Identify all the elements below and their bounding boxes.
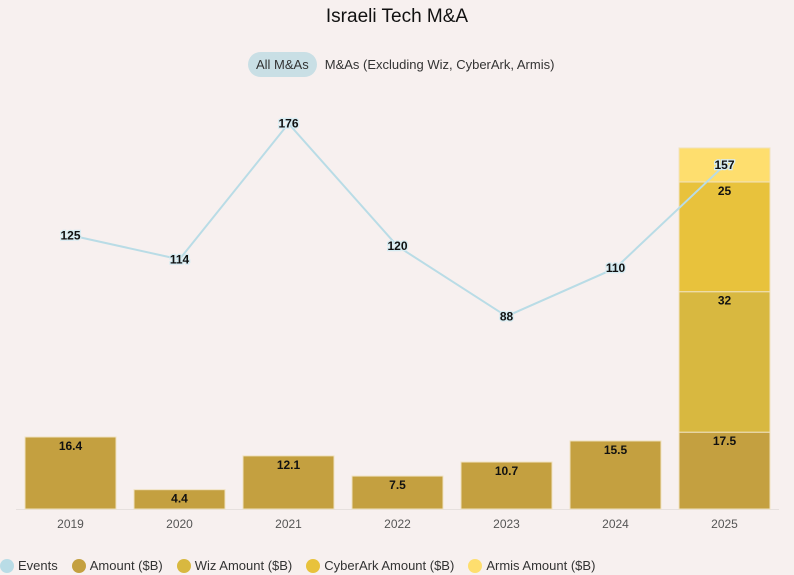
bar-amount-b-2021 bbox=[242, 455, 335, 510]
bar-wiz-amount-b-2025 bbox=[678, 291, 771, 433]
bar-amount-b-2020 bbox=[133, 489, 226, 510]
bar-armis-amount-b-2025 bbox=[678, 147, 771, 183]
legend-swatch bbox=[468, 558, 483, 573]
bar-label: 4.4 bbox=[171, 492, 188, 506]
x-tick-label: 2024 bbox=[602, 517, 629, 531]
bar-label: 7.5 bbox=[389, 478, 406, 492]
bar-label: 15.5 bbox=[604, 443, 628, 457]
bar-amount-b-2024 bbox=[569, 440, 662, 510]
legend-label: CyberArk Amount ($B) bbox=[324, 558, 455, 573]
bar-amount-b-2025 bbox=[678, 431, 771, 510]
events-point-label: 125 bbox=[60, 228, 80, 242]
legend-label: Events bbox=[18, 558, 58, 573]
view-toggle: All M&As M&As (Excluding Wiz, CyberArk, … bbox=[248, 52, 562, 77]
events-line bbox=[70, 122, 726, 318]
bar-amount-b-2022 bbox=[351, 475, 444, 510]
events-point-label: 114 bbox=[170, 252, 190, 266]
events-point-label: 120 bbox=[387, 239, 407, 253]
legend: Events Amount ($B) Wiz Amount ($B) Cyber… bbox=[0, 558, 609, 573]
x-tick-label: 2022 bbox=[384, 517, 411, 531]
toggle-excluding[interactable]: M&As (Excluding Wiz, CyberArk, Armis) bbox=[324, 57, 555, 72]
legend-label: Armis Amount ($B) bbox=[486, 558, 596, 573]
x-tick-label: 2023 bbox=[493, 517, 520, 531]
events-point-label: 157 bbox=[714, 158, 734, 172]
bar-label: 16.4 bbox=[59, 439, 83, 453]
events-point-label: 110 bbox=[606, 261, 626, 275]
events-point-label: 88 bbox=[500, 309, 514, 323]
bar-amount-b-2023 bbox=[460, 461, 553, 510]
toggle-all-mas[interactable]: All M&As bbox=[248, 52, 317, 77]
events-point-label: 176 bbox=[278, 117, 298, 131]
x-tick-label: 2025 bbox=[711, 517, 738, 531]
legend-item-cyberark[interactable]: CyberArk Amount ($B) bbox=[306, 558, 454, 573]
bar-amount-b-2019 bbox=[24, 436, 117, 510]
legend-label: Amount ($B) bbox=[89, 558, 163, 573]
legend-swatch bbox=[71, 558, 86, 573]
legend-item-amount[interactable]: Amount ($B) bbox=[71, 558, 163, 573]
bar-label: 32 bbox=[718, 294, 732, 308]
bar-label: 10.7 bbox=[495, 464, 519, 478]
legend-item-armis[interactable]: Armis Amount ($B) bbox=[468, 558, 595, 573]
x-tick-label: 2021 bbox=[275, 517, 302, 531]
bar-label: 25 bbox=[718, 184, 732, 198]
chart-title: Israeli Tech M&A bbox=[325, 6, 469, 27]
legend-item-wiz[interactable]: Wiz Amount ($B) bbox=[176, 558, 293, 573]
legend-item-events[interactable]: Events bbox=[0, 558, 58, 573]
legend-label: Wiz Amount ($B) bbox=[194, 558, 293, 573]
bar-cyberark-amount-b-2025 bbox=[678, 181, 771, 293]
legend-swatch bbox=[0, 558, 14, 573]
legend-swatch bbox=[176, 558, 191, 573]
bar-label: 17.5 bbox=[713, 434, 737, 448]
x-tick-label: 2020 bbox=[166, 517, 193, 531]
legend-swatch bbox=[306, 558, 321, 573]
x-tick-label: 2019 bbox=[57, 517, 84, 531]
bar-label: 12.1 bbox=[277, 458, 301, 472]
